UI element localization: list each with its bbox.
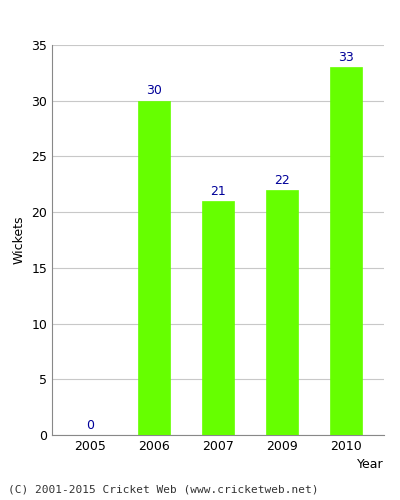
Text: 30: 30: [146, 84, 162, 98]
Text: 21: 21: [210, 184, 226, 198]
Bar: [138, 100, 170, 435]
Text: 0: 0: [86, 418, 94, 432]
Text: 33: 33: [338, 51, 354, 64]
Bar: [266, 190, 298, 435]
Bar: [202, 201, 234, 435]
Text: 22: 22: [274, 174, 290, 186]
Text: (C) 2001-2015 Cricket Web (www.cricketweb.net): (C) 2001-2015 Cricket Web (www.cricketwe…: [8, 485, 318, 495]
Y-axis label: Wickets: Wickets: [13, 216, 26, 264]
Bar: [330, 68, 362, 435]
X-axis label: Year: Year: [357, 458, 384, 471]
